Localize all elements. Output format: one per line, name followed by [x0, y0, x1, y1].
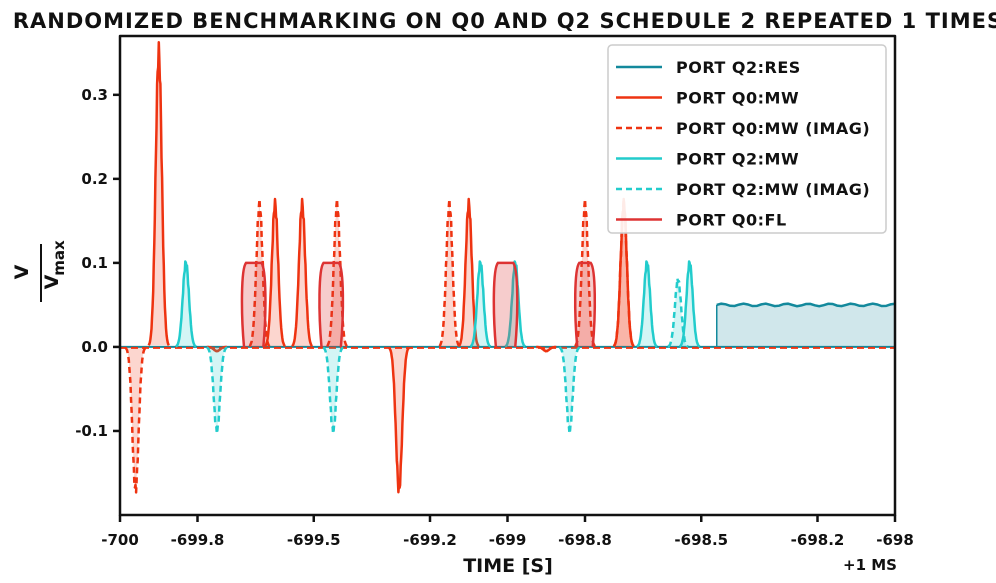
port-q0-fl-fill-1 [319, 262, 343, 347]
port-q0-mw-imag-fill-7 [613, 199, 634, 347]
port-q2-mw-imag-pulse-5 [667, 277, 689, 348]
port-q0-mw-fill-1 [206, 347, 227, 352]
port-q0-mw-imag-pulse-2 [326, 197, 348, 348]
y-tick-label: -0.1 [75, 422, 108, 440]
x-offset-label: +1 MS [843, 556, 897, 574]
port-q0-mw-pulse-3 [291, 197, 314, 348]
legend-label-port-q2-mw: PORT Q2:MW [676, 150, 799, 169]
legend: PORT Q2:RES PORT Q0:MW PORT Q0:MW (IMAG) PO… [607, 44, 887, 234]
y-tick-label: 0.2 [81, 170, 108, 188]
port-q2-mw-pulse-7 [678, 260, 701, 348]
port-q0-mw-imag-pulse-0 [124, 346, 147, 494]
legend-label-port-q0-mw-imag: PORT Q0:MW (IMAG) [676, 119, 870, 138]
x-axis-label: TIME [S] [463, 555, 553, 577]
legend-label-port-q0-fl: PORT Q0:FL [676, 211, 787, 230]
port-q0-fl-pulse-2 [492, 261, 519, 348]
port-q0-fl-fill-0 [241, 262, 266, 347]
x-tick-label: -698.5 [674, 531, 728, 549]
port-q2-res-fill-0 [716, 303, 895, 347]
chart-title: RANDOMIZED BENCHMARKING ON Q0 AND Q2 SCH… [13, 9, 996, 33]
y-label-denominator: V [41, 274, 63, 289]
port-q0-fl-pulse-1 [318, 261, 345, 348]
port-q0-fl-pulse-0 [240, 261, 267, 348]
x-tick-label: -700 [101, 531, 139, 549]
y-tick-label: 0.3 [81, 86, 108, 104]
x-tick-label: -699.2 [403, 531, 457, 549]
port-q0-fl-fill-2 [493, 262, 518, 347]
x-tick-label: -699.5 [287, 531, 341, 549]
port-q0-mw-fill-7 [536, 347, 557, 352]
port-q2-mw-pulse-4 [504, 260, 527, 348]
x-tick-label: -699.8 [171, 531, 225, 549]
port-q2-mw-imag-fill-5 [667, 278, 689, 347]
port-q0-mw-imag-fill-6 [574, 199, 596, 347]
port-q0-mw-imag-pulse-7 [612, 197, 635, 348]
port-q0-mw-fill-4 [388, 347, 410, 493]
legend-label-port-q2-mw-imag: PORT Q2:MW (IMAG) [676, 180, 870, 199]
port-q0-fl-pulse-3 [573, 261, 597, 348]
port-q2-mw-pulse-6 [636, 260, 658, 348]
plot-area [120, 41, 895, 494]
port-q2-mw-pulse-3 [469, 260, 492, 348]
x-tick-label: -698.8 [558, 531, 612, 549]
y-axis-label: V V max [11, 240, 68, 302]
legend-label-port-q0-mw: PORT Q0:MW [676, 89, 799, 108]
port-q0-mw-pulse-2 [264, 197, 286, 348]
port-q0-mw-pulse-4 [388, 346, 411, 494]
y-label-subscript: max [50, 240, 68, 276]
port-q0-mw-pulse-1 [206, 345, 228, 353]
x-tick-label: -699 [489, 531, 527, 549]
y-tick-label: 0.1 [81, 254, 108, 272]
port-q0-mw-imag-fill-4 [439, 199, 460, 347]
axes: -700 -699.8 -699.5 -699.2 -699 -698.8 -698.5 -6… [75, 34, 914, 549]
x-tick-label: -698 [876, 531, 914, 549]
port-q0-mw-imag-pulse-4 [438, 197, 461, 348]
legend-box [607, 44, 887, 234]
legend-label-port-q2-res: PORT Q2:RES [676, 58, 801, 77]
y-tick-label: 0.0 [81, 338, 108, 356]
port-q0-mw-pulse-7 [535, 345, 558, 353]
port-q0-fl-fill-3 [575, 262, 595, 347]
x-tick-label: -698.2 [791, 531, 845, 549]
port-q2-mw-pulse-0 [175, 260, 197, 348]
port-q2-res-trace-0 [716, 302, 895, 308]
port-q0-mw-imag-pulse-6 [574, 197, 596, 348]
port-q0-mw-imag-fill-0 [125, 347, 146, 493]
port-q0-mw-imag-pulse-1 [248, 197, 271, 348]
y-label-numerator: V [11, 264, 33, 279]
port-q0-mw-pulse-0 [147, 41, 170, 346]
